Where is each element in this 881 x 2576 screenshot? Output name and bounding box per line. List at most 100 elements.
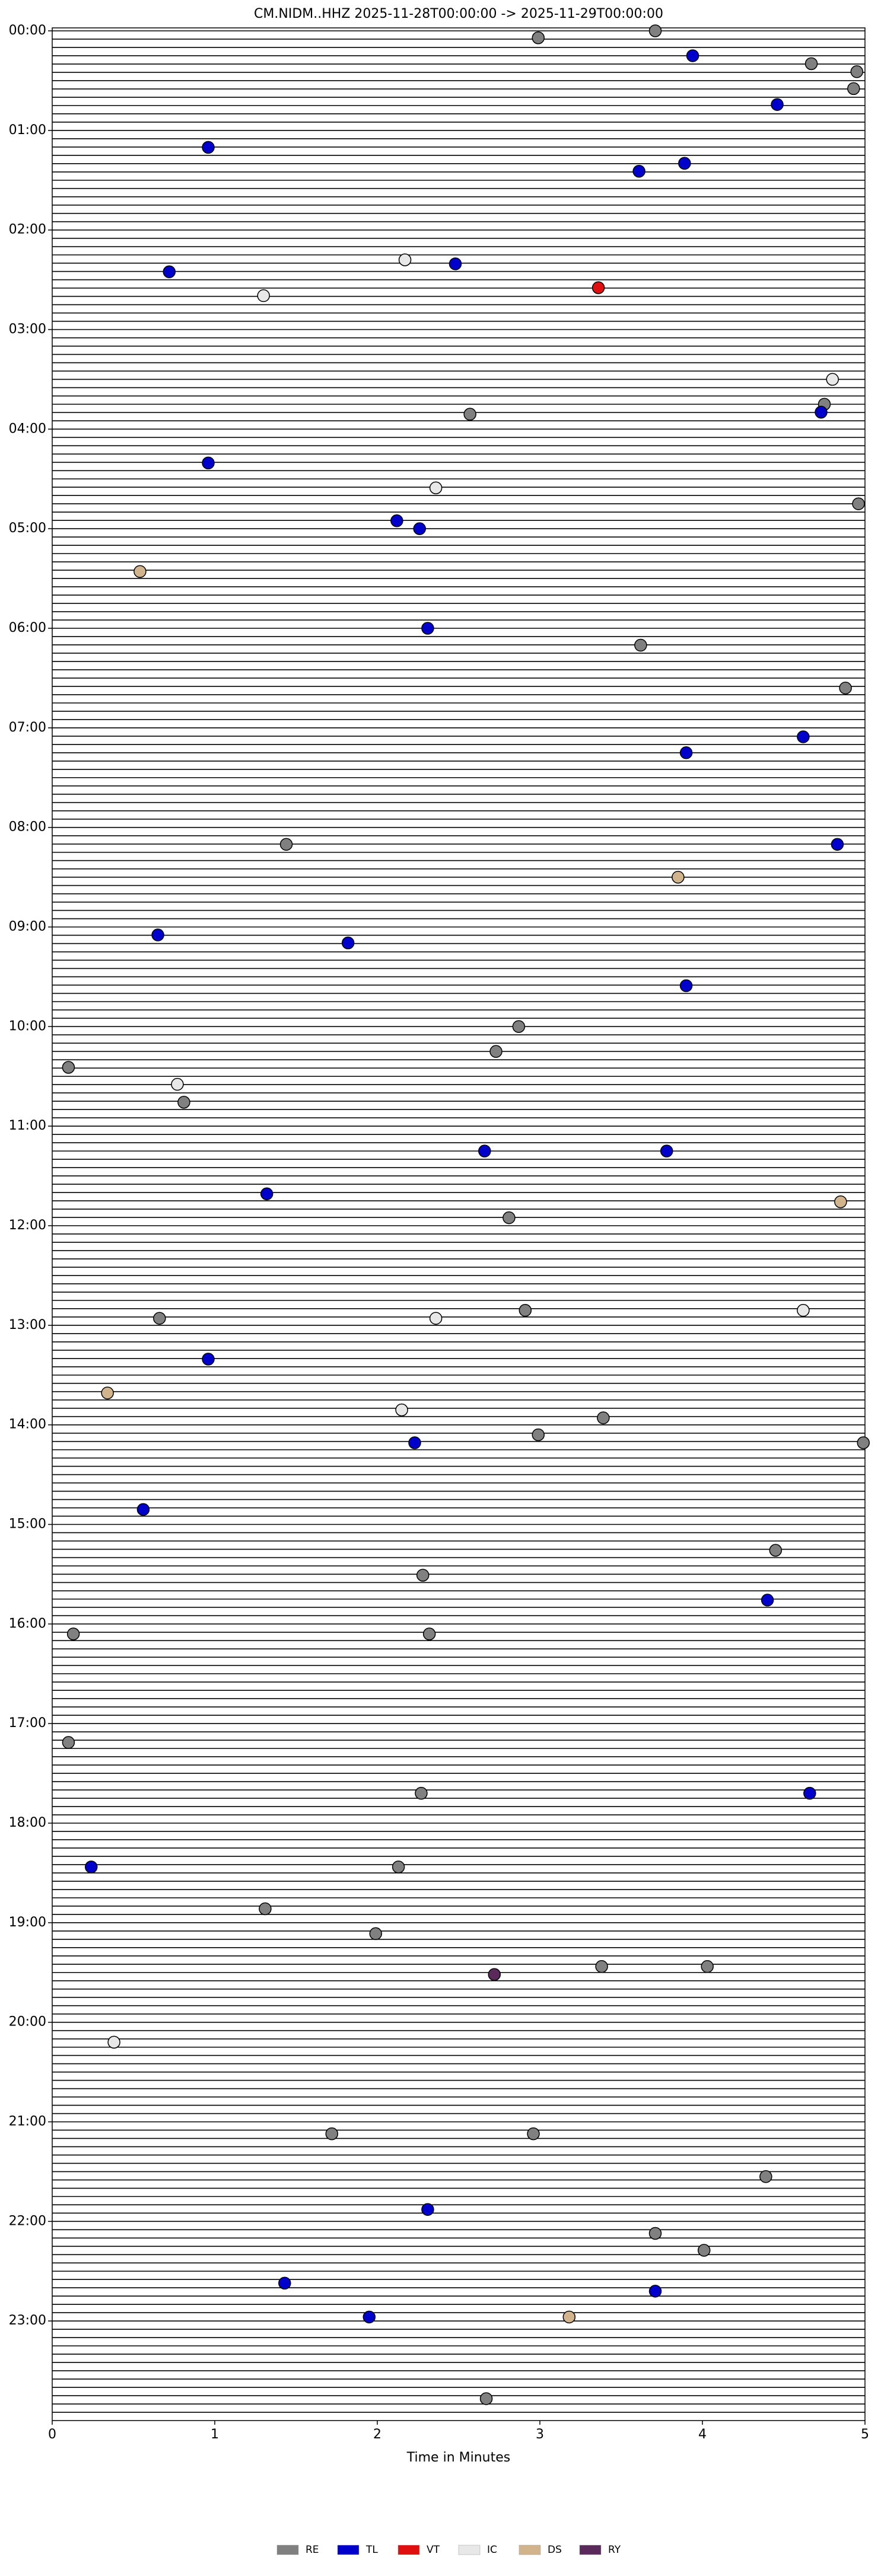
y-tick-label: 01:00 bbox=[9, 123, 46, 138]
event-marker bbox=[421, 2203, 434, 2216]
event-marker bbox=[107, 2036, 120, 2049]
legend-swatch bbox=[397, 2545, 420, 2555]
y-tick-label: 23:00 bbox=[9, 2313, 46, 2328]
event-marker bbox=[527, 2127, 540, 2141]
traces bbox=[52, 30, 865, 2413]
x-tick-label: 5 bbox=[861, 2427, 869, 2442]
event-marker bbox=[519, 1303, 532, 1317]
event-marker bbox=[850, 65, 864, 78]
y-tick-label: 18:00 bbox=[9, 1815, 46, 1830]
event-marker bbox=[479, 2392, 493, 2405]
event-marker bbox=[597, 1411, 610, 1424]
event-marker bbox=[759, 2170, 772, 2183]
event-marker bbox=[797, 730, 810, 743]
event-marker bbox=[171, 1077, 184, 1091]
event-marker bbox=[648, 2285, 662, 2298]
event-marker bbox=[415, 1786, 428, 1800]
event-marker bbox=[686, 49, 699, 62]
event-marker bbox=[279, 838, 293, 851]
event-marker bbox=[797, 1303, 810, 1317]
legend-swatch bbox=[579, 2545, 602, 2555]
event-marker bbox=[512, 1020, 526, 1033]
legend-label: DS bbox=[548, 2544, 562, 2556]
event-marker bbox=[834, 1195, 847, 1209]
event-marker bbox=[422, 1627, 436, 1640]
x-tick-label: 4 bbox=[698, 2427, 707, 2442]
y-tick-label: 12:00 bbox=[9, 1218, 46, 1233]
event-marker bbox=[62, 1736, 75, 1749]
x-tick-label: 0 bbox=[48, 2427, 56, 2442]
event-marker bbox=[502, 1211, 516, 1225]
event-marker bbox=[532, 1428, 545, 1442]
legend-swatch bbox=[519, 2545, 541, 2555]
event-marker bbox=[85, 1861, 98, 1874]
event-marker bbox=[260, 1187, 273, 1201]
event-marker bbox=[761, 1594, 774, 1607]
event-marker bbox=[177, 1096, 190, 1109]
event-marker bbox=[804, 57, 818, 71]
event-marker bbox=[697, 2244, 711, 2257]
event-marker bbox=[678, 157, 691, 170]
event-marker bbox=[591, 281, 605, 294]
event-marker bbox=[532, 31, 545, 44]
event-marker bbox=[362, 2310, 376, 2324]
event-marker bbox=[416, 1569, 430, 1582]
y-tick-label: 09:00 bbox=[9, 920, 46, 934]
legend-label: RY bbox=[608, 2544, 621, 2556]
event-marker bbox=[259, 1902, 272, 1916]
y-tick-label: 06:00 bbox=[9, 621, 46, 635]
y-tick-label: 16:00 bbox=[9, 1616, 46, 1631]
event-marker bbox=[852, 497, 865, 510]
event-marker bbox=[562, 2310, 576, 2324]
y-tick-label: 08:00 bbox=[9, 820, 46, 835]
event-marker bbox=[398, 253, 412, 266]
legend-label: RE bbox=[306, 2544, 319, 2556]
event-marker bbox=[421, 622, 434, 635]
y-tick-label: 22:00 bbox=[9, 2214, 46, 2228]
event-marker bbox=[202, 456, 215, 470]
y-tick-label: 20:00 bbox=[9, 2015, 46, 2030]
y-tick-label: 02:00 bbox=[9, 222, 46, 237]
event-marker bbox=[857, 1436, 870, 1449]
event-marker bbox=[66, 1627, 80, 1640]
event-marker bbox=[660, 1144, 673, 1157]
y-tick-label: 17:00 bbox=[9, 1716, 46, 1731]
legend-label: IC bbox=[487, 2544, 497, 2556]
event-marker bbox=[679, 979, 693, 993]
event-marker bbox=[392, 1861, 405, 1874]
event-marker bbox=[826, 373, 839, 386]
y-tick-label: 19:00 bbox=[9, 1915, 46, 1930]
legend-swatch bbox=[337, 2545, 360, 2555]
event-marker bbox=[153, 1312, 166, 1325]
event-marker bbox=[632, 164, 645, 178]
event-marker bbox=[672, 870, 685, 884]
y-tick-label: 04:00 bbox=[9, 421, 46, 436]
event-marker bbox=[831, 838, 844, 851]
event-marker bbox=[803, 1786, 816, 1800]
x-tick-label: 3 bbox=[536, 2427, 544, 2442]
event-marker bbox=[815, 406, 828, 419]
event-marker bbox=[648, 24, 662, 37]
y-tick-label: 11:00 bbox=[9, 1118, 46, 1133]
legend-label: TL bbox=[365, 2544, 378, 2556]
event-marker bbox=[151, 928, 164, 942]
event-marker bbox=[839, 681, 852, 695]
event-marker bbox=[478, 1144, 491, 1157]
y-tick-label: 07:00 bbox=[9, 720, 46, 735]
event-marker bbox=[413, 522, 426, 535]
event-marker bbox=[463, 408, 476, 421]
chart-title: CM.NIDM..HHZ 2025-11-28T00:00:00 -> 2025… bbox=[254, 7, 663, 21]
x-axis-label: Time in Minutes bbox=[406, 2450, 511, 2465]
legend-label: VT bbox=[427, 2544, 440, 2556]
y-tick-label: 15:00 bbox=[9, 1517, 46, 1532]
event-marker bbox=[395, 1403, 408, 1417]
y-tick-label: 14:00 bbox=[9, 1417, 46, 1432]
legend-swatch bbox=[276, 2545, 299, 2555]
event-marker bbox=[163, 265, 176, 278]
y-tick-label: 00:00 bbox=[9, 23, 46, 38]
event-marker bbox=[771, 98, 784, 111]
y-tick-label: 21:00 bbox=[9, 2114, 46, 2129]
event-marker bbox=[257, 289, 270, 303]
event-marker bbox=[769, 1544, 783, 1557]
